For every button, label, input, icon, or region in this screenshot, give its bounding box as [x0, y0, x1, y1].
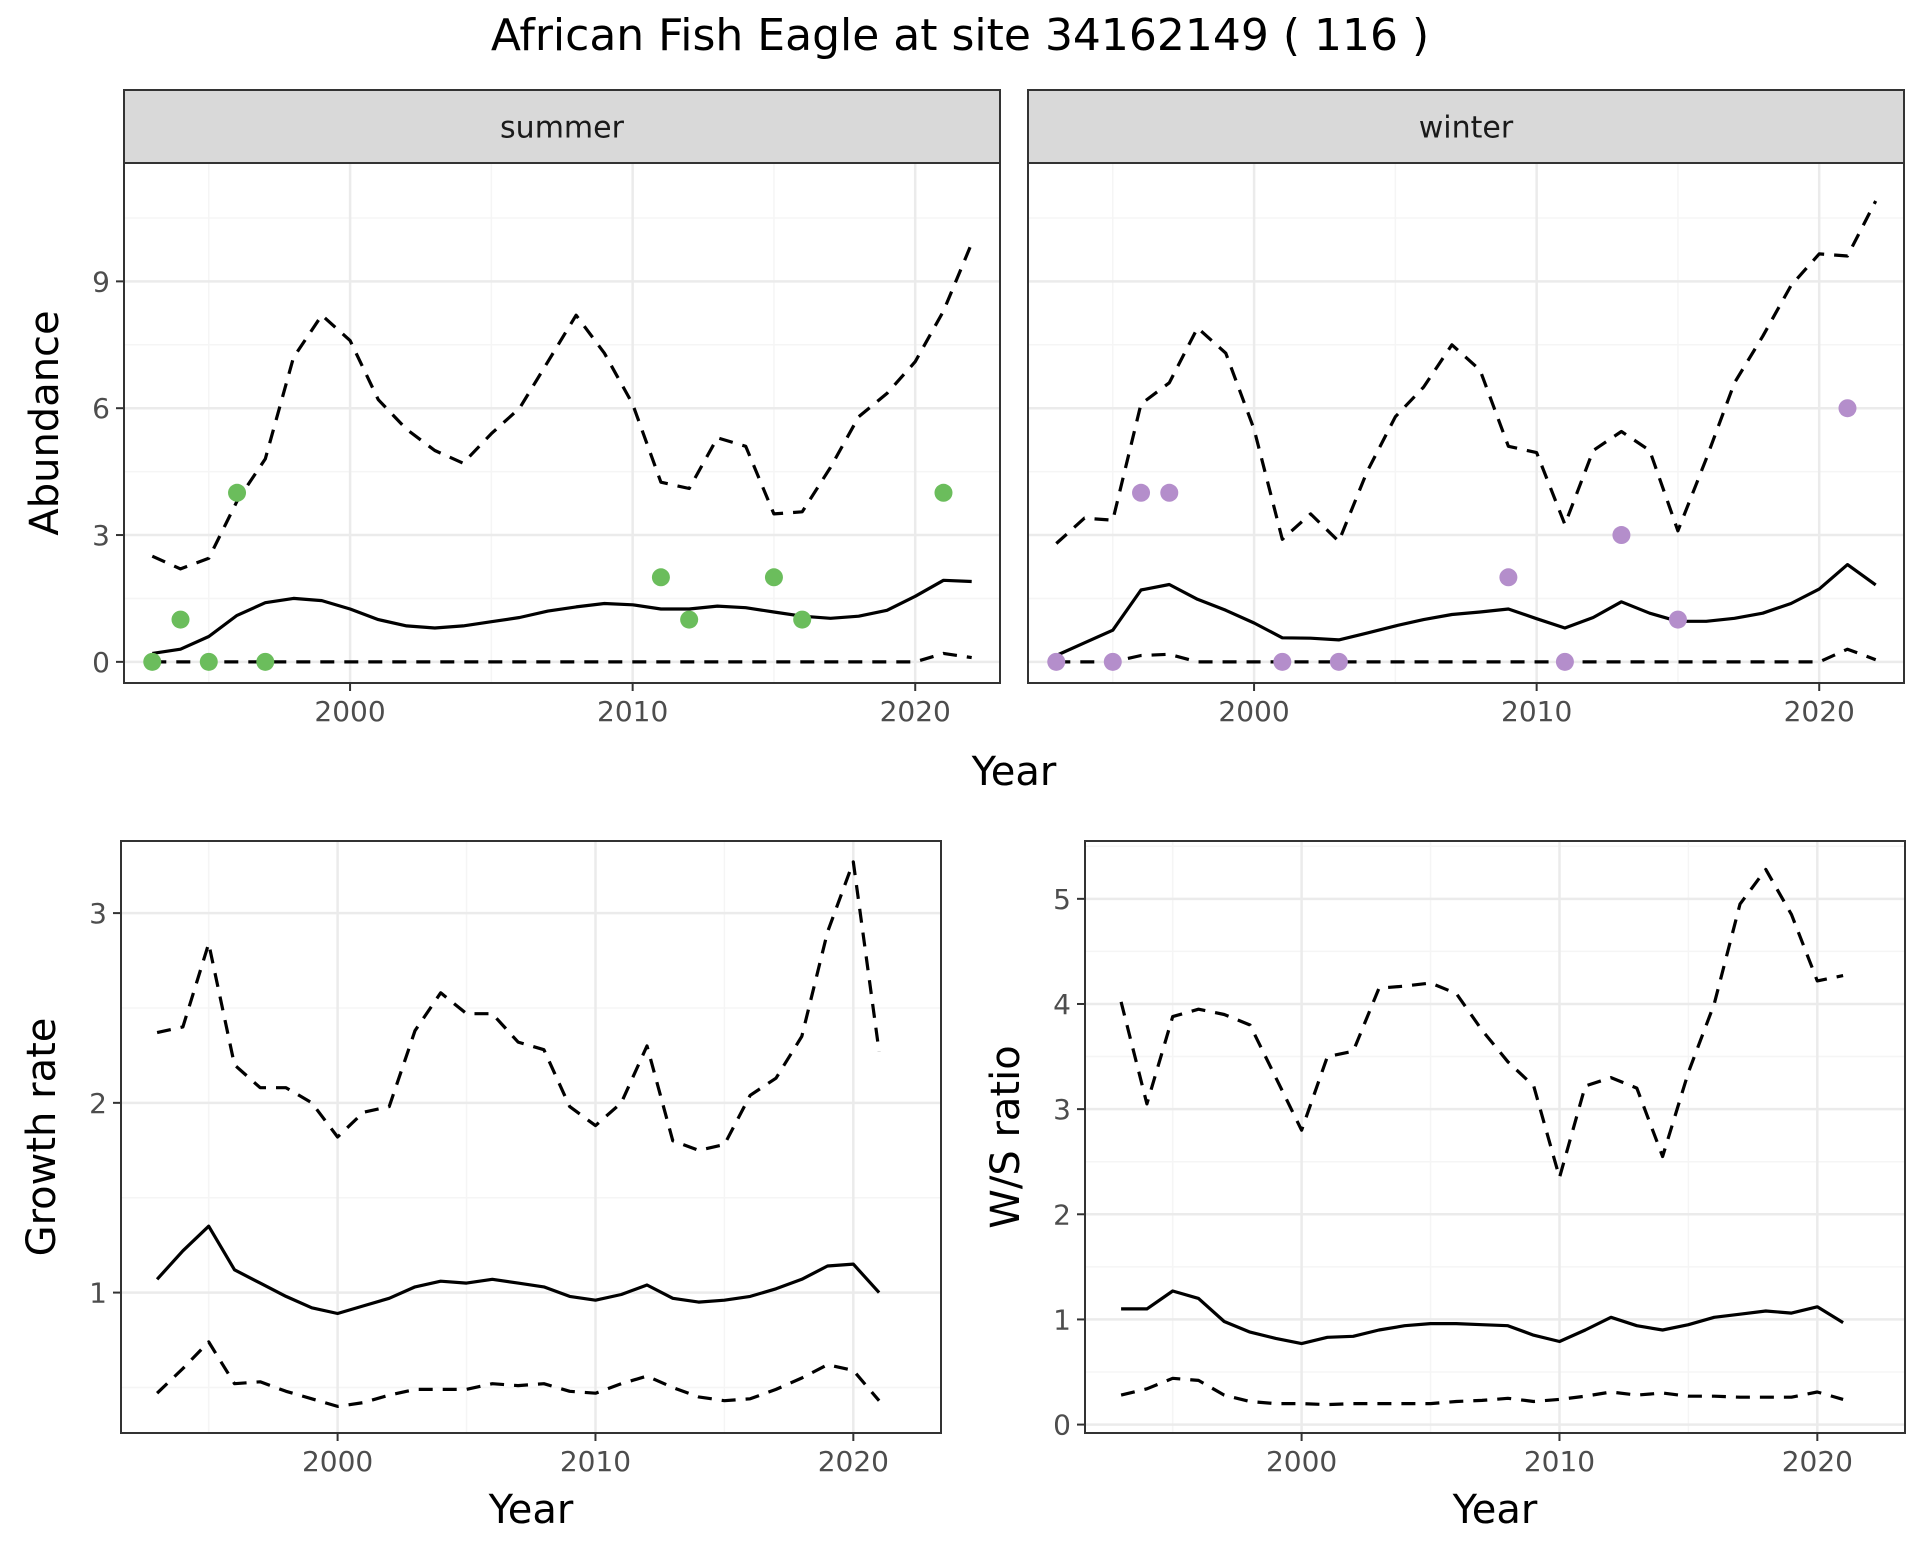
x-tick-label: 2010: [1501, 695, 1572, 728]
panel-border: [120, 840, 942, 1434]
y-tick-label: 1: [89, 1277, 107, 1310]
y-axis-title: Growth rate: [19, 1018, 65, 1257]
series-lower-line: [1120, 1376, 1844, 1407]
x-axis-title: Year: [488, 1487, 574, 1533]
x-axis: 2000 2010 2020: [314, 683, 951, 728]
panel-winter: winter 2000 2010 2020: [1027, 89, 1905, 728]
x-tick-label: 2010: [1524, 1445, 1595, 1478]
facet-strip: [123, 89, 1001, 164]
y-axis: 1 2 3: [89, 897, 121, 1310]
series-lines: [1055, 200, 1878, 664]
observed-point: [651, 568, 670, 587]
x-tick-label: 2020: [1782, 1445, 1853, 1478]
observed-point: [1668, 610, 1687, 629]
figure-title: African Fish Eagle at site 34162149 ( 11…: [491, 10, 1429, 61]
y-tick-label: 0: [92, 646, 110, 679]
y-tick-label: 3: [89, 897, 107, 930]
observed-point: [199, 652, 218, 671]
observed-point: [1103, 652, 1122, 671]
series-estimate-line: [1121, 1289, 1844, 1346]
observed-point: [256, 652, 275, 671]
y-tick-label: 3: [92, 519, 110, 552]
observed-point: [1132, 483, 1151, 502]
x-axis: 2000 2010 2020: [302, 1433, 889, 1478]
observed-point: [1047, 652, 1066, 671]
panel-border: [1084, 840, 1906, 1434]
y-tick-label: 4: [1053, 988, 1071, 1021]
y-axis: 0 3 6 9: [92, 265, 124, 679]
x-axis-title: Year: [971, 749, 1057, 795]
series-upper-line: [1055, 200, 1878, 545]
x-tick-label: 2000: [302, 1445, 373, 1478]
y-tick-label: 3: [1053, 1093, 1071, 1126]
y-axis-title: W/S ratio: [983, 1045, 1029, 1228]
facet-strip: [1027, 89, 1905, 164]
panel-plot-3: 2000 2010 2020 0 1 2 3 4 5 W/S ratio Year: [983, 840, 1906, 1533]
y-tick-label: 9: [92, 265, 110, 298]
panel-border: [1027, 162, 1905, 684]
grid: [1028, 163, 1904, 683]
x-tick-label: 2020: [818, 1445, 889, 1478]
observed-point: [764, 568, 783, 587]
series-lines: [1119, 867, 1844, 1407]
x-tick-label: 2010: [597, 695, 668, 728]
x-tick-label: 2020: [880, 695, 951, 728]
facet-label: winter: [1419, 111, 1514, 146]
y-axis-title: Abundance: [22, 310, 68, 535]
y-tick-label: 6: [92, 392, 110, 425]
observed-point: [228, 483, 247, 502]
series-lower-line: [1056, 647, 1877, 664]
observed-point: [680, 610, 699, 629]
y-tick-label: 1: [1053, 1303, 1071, 1336]
observed-point: [1329, 652, 1348, 671]
y-axis: 0 1 2 3 4 5: [1053, 883, 1085, 1442]
x-tick-label: 2020: [1784, 695, 1855, 728]
x-tick-label: 2010: [560, 1445, 631, 1478]
series-upper-line: [1119, 867, 1844, 1180]
x-axis: 2000 2010 2020: [1266, 1433, 1853, 1478]
x-axis-title: Year: [1452, 1487, 1538, 1533]
observed-point: [1273, 652, 1292, 671]
series-lower-line: [152, 651, 972, 664]
series-lines: [151, 242, 974, 664]
panel-summer: summer 2000 2010 2020 0 3 6 9 Abundance: [22, 89, 1001, 728]
observed-point: [143, 652, 162, 671]
x-tick-label: 2000: [1266, 1445, 1337, 1478]
series-lines: [155, 860, 881, 1409]
series-upper-line: [151, 242, 974, 571]
x-axis: 2000 2010 2020: [1218, 683, 1855, 728]
observed-points: [143, 483, 953, 671]
x-tick-label: 2000: [314, 695, 385, 728]
y-tick-label: 5: [1053, 883, 1071, 916]
observed-point: [1612, 526, 1631, 545]
observed-point: [1160, 483, 1179, 502]
series-estimate-line: [152, 578, 972, 655]
observed-point: [1555, 652, 1574, 671]
panel-border: [123, 162, 1001, 684]
y-tick-label: 2: [89, 1087, 107, 1120]
observed-point: [1499, 568, 1518, 587]
y-tick-label: 0: [1053, 1409, 1071, 1442]
series-lower-line: [155, 1340, 881, 1409]
observed-point: [934, 483, 953, 502]
observed-point: [1838, 399, 1857, 418]
series-estimate-line: [155, 1224, 881, 1316]
facet-label: summer: [500, 111, 625, 146]
panel-plot-2: 2000 2010 2020 1 2 3 Growth rate Year: [19, 840, 942, 1533]
observed-point: [171, 610, 190, 629]
x-tick-label: 2000: [1218, 695, 1289, 728]
series-estimate-line: [1055, 562, 1877, 657]
observed-points: [1047, 399, 1857, 671]
series-upper-line: [156, 860, 881, 1152]
y-tick-label: 2: [1053, 1198, 1071, 1231]
observed-point: [793, 610, 812, 629]
